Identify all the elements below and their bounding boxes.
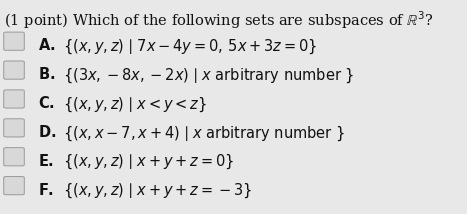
Text: $\mathbf{A.}$: $\mathbf{A.}$ — [38, 37, 56, 54]
FancyBboxPatch shape — [4, 90, 24, 108]
Text: $\mathbf{E.}$: $\mathbf{E.}$ — [38, 153, 55, 169]
Text: $\{(x,y,z)\mid x+y+z=-3\}$: $\{(x,y,z)\mid x+y+z=-3\}$ — [63, 182, 253, 200]
FancyBboxPatch shape — [4, 177, 24, 195]
Text: $\{(x,y,z)\mid x+y+z=0\}$: $\{(x,y,z)\mid x+y+z=0\}$ — [63, 153, 234, 171]
Text: $\mathbf{C.}$: $\mathbf{C.}$ — [38, 95, 55, 111]
FancyBboxPatch shape — [4, 61, 24, 79]
Text: $\mathbf{F.}$: $\mathbf{F.}$ — [38, 182, 55, 198]
Text: $\{(3x,-8x,-2x)\mid x\text{ arbitrary number }\}$: $\{(3x,-8x,-2x)\mid x\text{ arbitrary nu… — [63, 66, 354, 85]
Text: $\mathbf{D.}$: $\mathbf{D.}$ — [38, 124, 57, 140]
Text: $\{(x,y,z)\mid x<y<z\}$: $\{(x,y,z)\mid x<y<z\}$ — [63, 95, 207, 114]
FancyBboxPatch shape — [4, 119, 24, 137]
Text: $\{(x,x-7,x+4)\mid x\text{ arbitrary number }\}$: $\{(x,x-7,x+4)\mid x\text{ arbitrary num… — [63, 124, 345, 143]
FancyBboxPatch shape — [4, 148, 24, 166]
Text: $\mathbf{B.}$: $\mathbf{B.}$ — [38, 66, 56, 82]
Text: $\{(x, y, z)\mid 7x-4y=0,\, 5x+3z=0\}$: $\{(x, y, z)\mid 7x-4y=0,\, 5x+3z=0\}$ — [63, 37, 318, 56]
Text: (1 point) Which of the following sets are subspaces of $\mathbb{R}^3$?: (1 point) Which of the following sets ar… — [4, 10, 434, 31]
FancyBboxPatch shape — [4, 32, 24, 50]
